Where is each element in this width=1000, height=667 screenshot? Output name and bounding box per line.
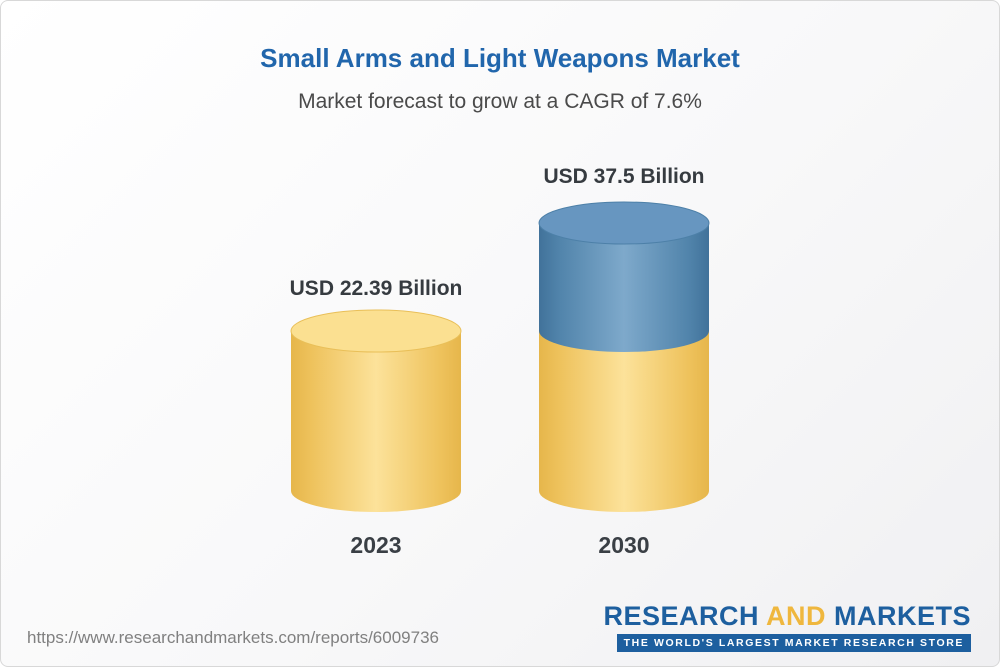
logo-tagline: THE WORLD'S LARGEST MARKET RESEARCH STOR… <box>616 634 971 652</box>
logo-wordmark: RESEARCH AND MARKETS <box>603 603 971 630</box>
category-label-2030: 2030 <box>598 532 650 558</box>
value-label-2030: USD 37.5 Billion <box>543 165 705 188</box>
cylinder-bar-chart <box>290 201 710 512</box>
report-url: https://www.researchandmarkets.com/repor… <box>27 628 439 647</box>
chart-title: Small Arms and Light Weapons Market <box>260 43 740 73</box>
logo-word-research: RESEARCH <box>603 601 759 631</box>
chart-subtitle: Market forecast to grow at a CAGR of 7.6… <box>298 90 702 113</box>
category-label-2023: 2023 <box>350 532 402 558</box>
logo-word-markets: MARKETS <box>834 601 971 631</box>
logo-word-and: AND <box>765 601 826 631</box>
value-label-2023: USD 22.39 Billion <box>289 277 463 300</box>
research-and-markets-logo: RESEARCH AND MARKETS THE WORLD'S LARGEST… <box>603 603 971 652</box>
